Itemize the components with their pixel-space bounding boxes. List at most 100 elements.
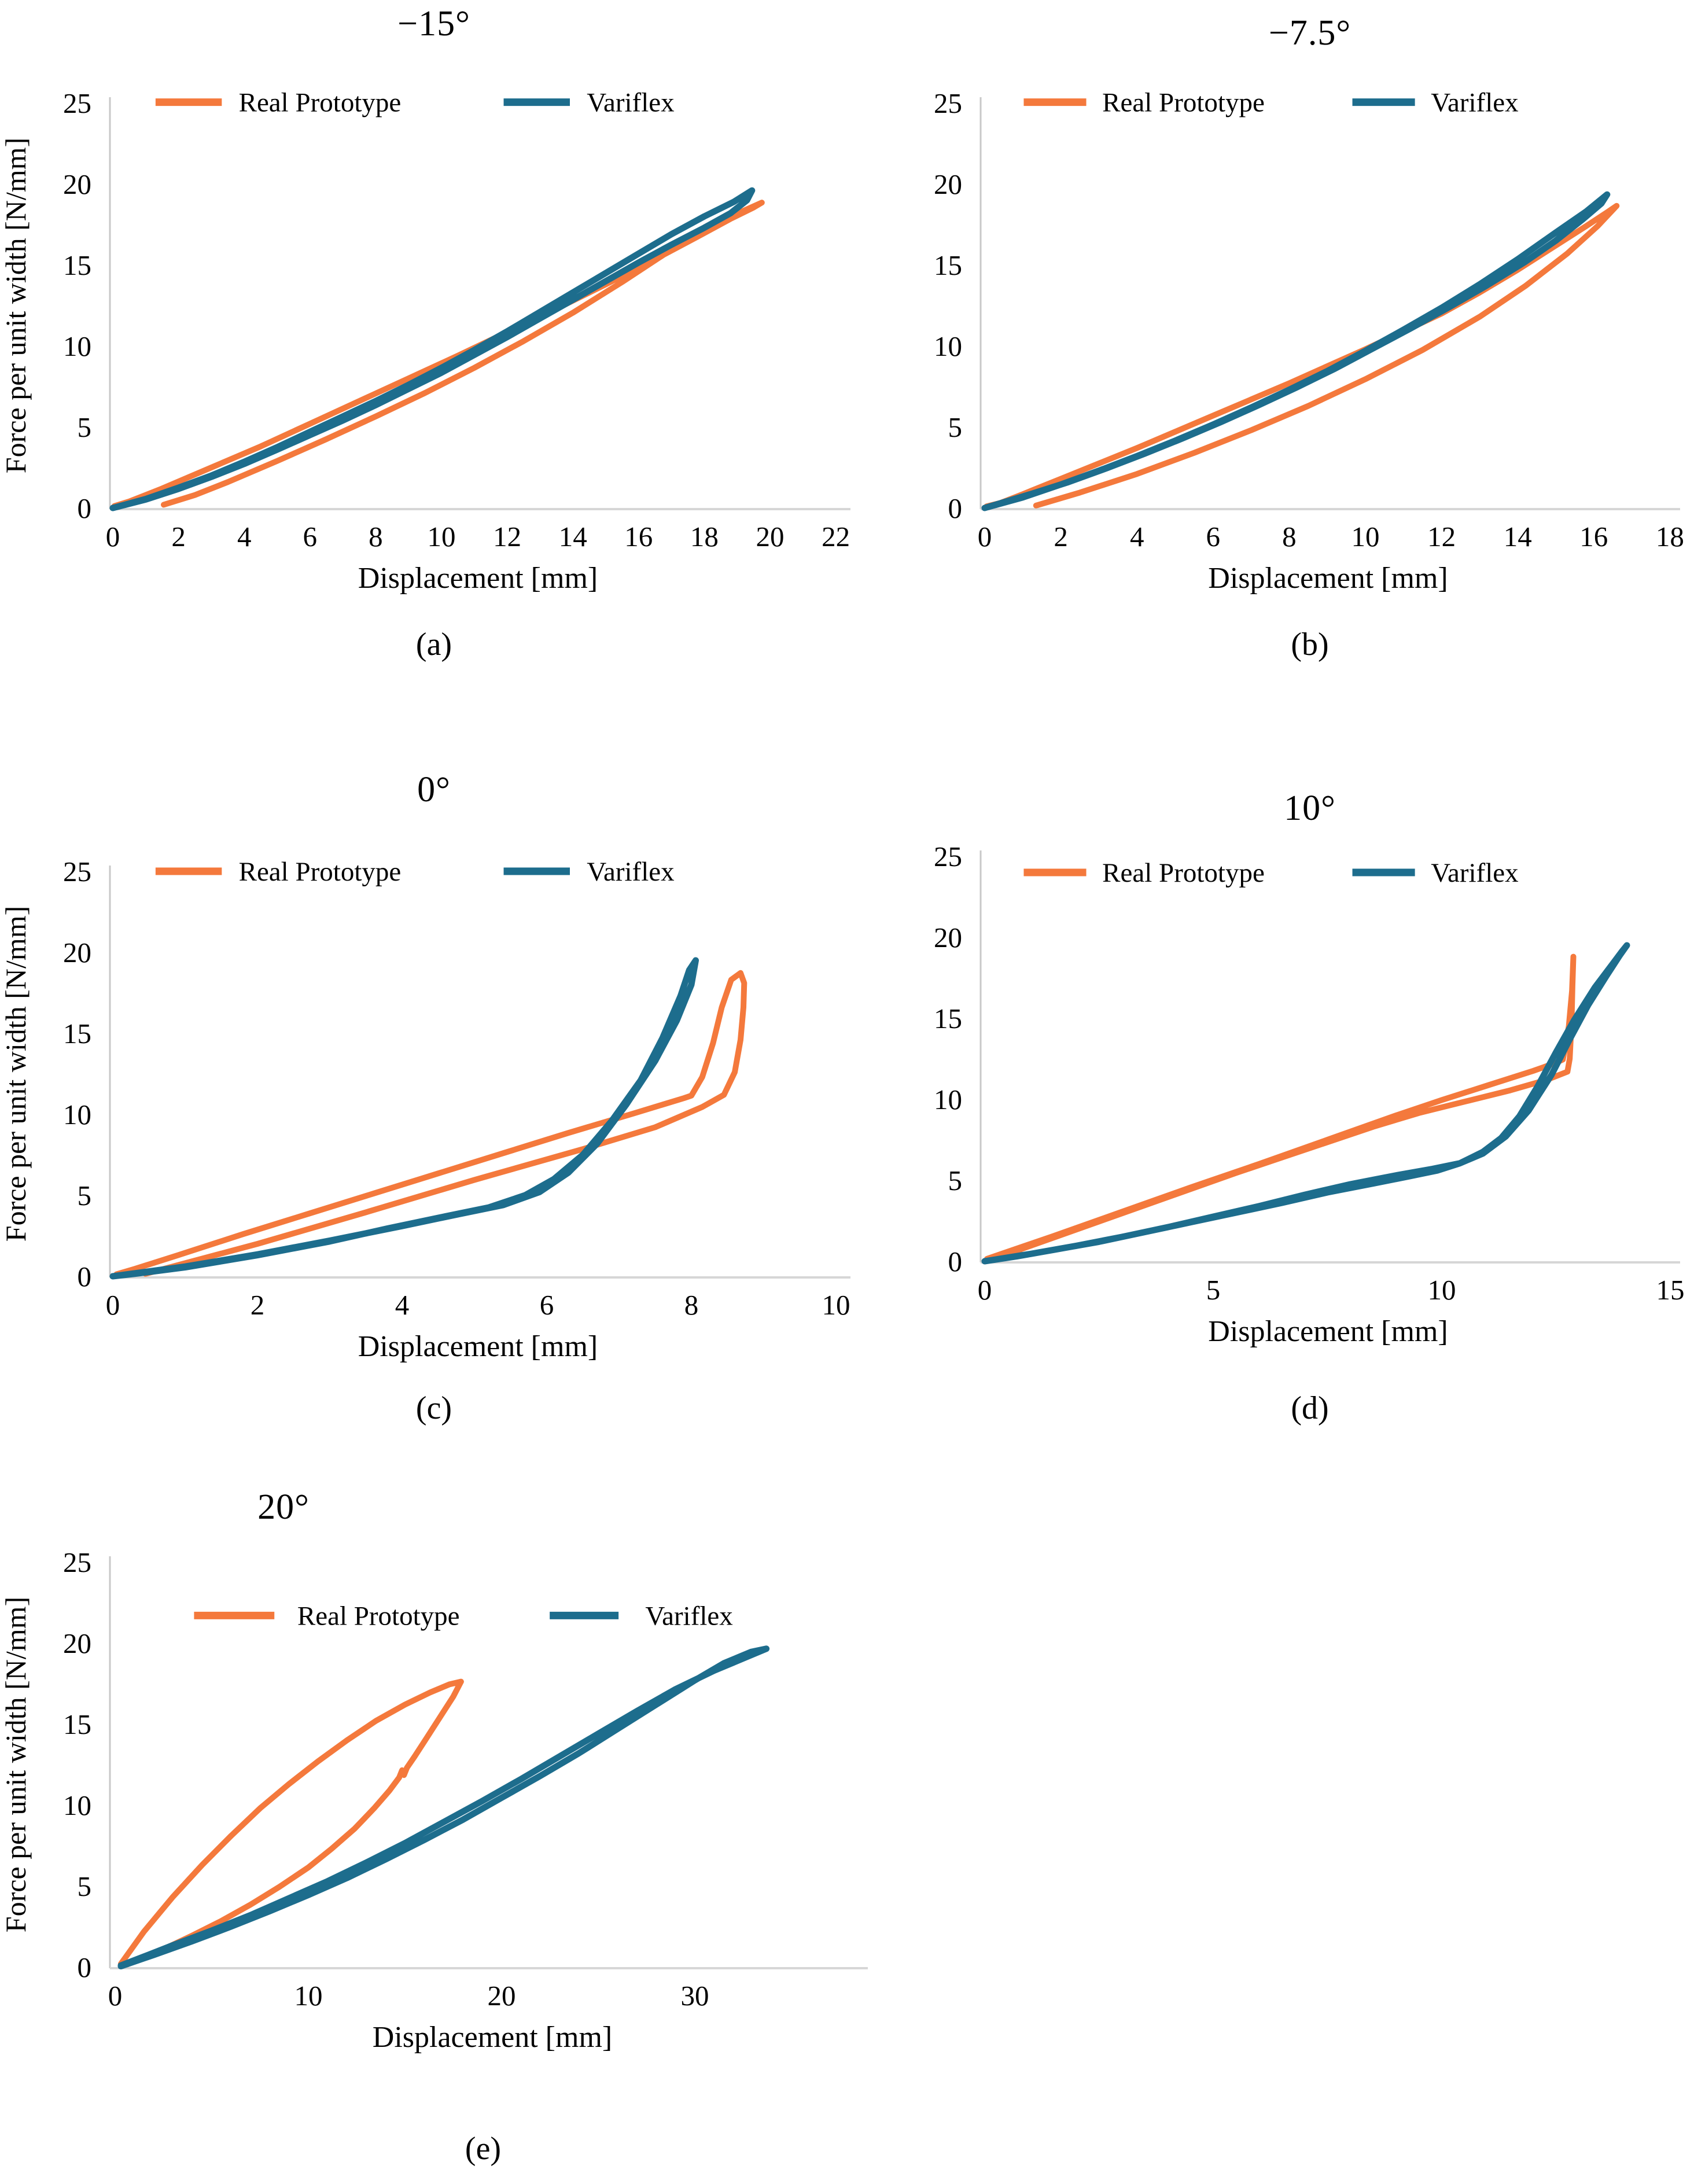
x-tick-label: 5 [1206,1274,1221,1306]
variflex-curve [109,957,699,1280]
x-tick-label: 2 [1054,521,1068,553]
chart-minus7-5: −7.5° 0 5 10 15 20 25 0 2 4 6 8 10 12 14 16 18 Displacem… [926,0,1694,717]
y-tick-label: 0 [78,1261,92,1292]
x-tick-label: 6 [303,521,318,553]
variflex-curve [981,942,1630,1265]
x-tick-label: 10 [1428,1274,1456,1306]
y-tick-label: 15 [63,1018,91,1049]
x-tick-label: 4 [237,521,252,553]
y-tick-label: 15 [63,249,91,281]
x-tick-label: 14 [559,521,587,553]
y-tick-label: 20 [63,937,91,968]
x-tick-label: 10 [1351,521,1380,553]
y-tick-label: 25 [63,87,91,119]
x-tick-label: 0 [978,1274,992,1306]
legend-label-variflex: Variflex [645,1601,732,1631]
chart-caption: (d) [1291,1390,1329,1426]
y-tick-label: 10 [63,1099,91,1130]
chart-caption: (c) [415,1390,452,1426]
real-prototype-curve [984,202,1620,510]
legend-label-real-prototype: Real Prototype [297,1601,460,1631]
x-tick-label: 0 [106,1289,120,1321]
x-tick-label: 10 [294,1980,323,2012]
chart-caption: (e) [465,2131,502,2167]
x-tick-label: 15 [1656,1274,1685,1306]
chart-title: −15° [397,4,470,43]
x-tick-label: 6 [540,1289,554,1321]
chart-minus15: −15° 0 5 10 15 20 25 0 2 4 6 8 10 12 14 16 18 20 22 Displa… [0,0,868,717]
legend-label-variflex: Variflex [587,857,674,887]
y-tick-label: 20 [63,168,91,200]
x-tick-label: 0 [106,521,120,553]
real-prototype-curve [984,953,1577,1262]
legend-label-real-prototype: Real Prototype [1102,88,1265,118]
y-tick-label: 10 [63,1789,91,1821]
x-tick-label: 12 [1427,521,1456,553]
x-tick-label: 6 [1206,521,1221,553]
x-tick-label: 0 [108,1980,123,2012]
y-tick-label: 25 [63,1546,91,1578]
chart-caption: (b) [1291,627,1329,662]
y-tick-label: 5 [78,1870,92,1902]
x-tick-label: 8 [369,521,383,553]
x-axis-title: Displacement [mm] [358,562,598,595]
x-tick-label: 18 [1656,521,1684,553]
real-prototype-curve [111,200,765,509]
legend-label-real-prototype: Real Prototype [239,857,402,887]
legend-label-real-prototype: Real Prototype [239,88,402,118]
x-tick-label: 8 [1282,521,1297,553]
x-axis-title: Displacement [mm] [1208,562,1448,595]
chart-plot: 0 5 10 15 20 25 0 2 4 6 8 10 Displacement [mm] Force … [0,856,850,1363]
x-tick-label: 16 [1579,521,1608,553]
legend-label-variflex: Variflex [1431,88,1518,118]
chart-0: 0° 0 5 10 15 20 25 0 2 4 6 8 10 Displacement [mm] For… [0,746,868,1458]
y-axis-title: Force per unit width [N/mm] [0,1597,32,1932]
chart-title: 0° [417,770,451,809]
chart-plot: 0 5 10 15 20 25 0 2 4 6 8 10 12 14 16 18 Displacement [m… [934,87,1684,595]
x-tick-label: 20 [488,1980,516,2012]
y-tick-label: 5 [948,1165,963,1196]
x-axis-title: Displacement [mm] [1208,1315,1448,1348]
y-tick-label: 20 [934,168,962,200]
x-tick-label: 2 [251,1289,265,1321]
variflex-curve [117,1645,770,1970]
chart-caption: (a) [415,627,452,662]
x-tick-label: 10 [822,1289,850,1321]
x-tick-label: 12 [493,521,521,553]
y-tick-label: 5 [78,411,92,443]
y-tick-label: 15 [63,1708,91,1740]
x-tick-label: 8 [684,1289,699,1321]
y-tick-label: 25 [934,841,962,872]
y-tick-label: 5 [948,411,963,443]
legend-label-real-prototype: Real Prototype [1102,858,1265,888]
y-tick-label: 0 [948,1246,963,1277]
y-tick-label: 10 [934,1084,962,1115]
chart-title: −7.5° [1268,13,1351,53]
x-tick-label: 10 [428,521,456,553]
y-tick-label: 15 [934,249,962,281]
y-axis-title: Force per unit width [N/mm] [0,138,32,473]
y-tick-label: 25 [934,87,962,119]
x-tick-label: 0 [978,521,992,553]
x-tick-label: 2 [171,521,186,553]
chart-plot: 0510152025010203040Displacement [mm]Forc… [0,1546,868,2054]
x-tick-label: 4 [395,1289,410,1321]
legend-label-variflex: Variflex [1431,858,1518,888]
chart-plot: 0 5 10 15 20 25 0 5 10 15 Displacement [mm] Real Pr… [934,841,1685,1348]
x-tick-label: 22 [822,521,850,553]
y-axis-title: Force per unit width [N/mm] [0,906,32,1242]
y-tick-label: 5 [78,1180,92,1211]
variflex-curve [109,187,756,511]
y-tick-label: 10 [63,330,91,362]
real-prototype-curve [118,1678,464,1968]
y-tick-label: 20 [934,922,962,953]
chart-title: 10° [1284,789,1336,828]
x-tick-label: 14 [1504,521,1532,553]
x-tick-label: 16 [624,521,653,553]
x-axis-title: Displacement [mm] [373,2021,612,2054]
x-tick-label: 4 [1130,521,1144,553]
variflex-curve [981,191,1611,511]
y-tick-label: 0 [948,492,963,524]
x-tick-label: 30 [681,1980,709,2012]
y-tick-label: 15 [934,1003,962,1034]
